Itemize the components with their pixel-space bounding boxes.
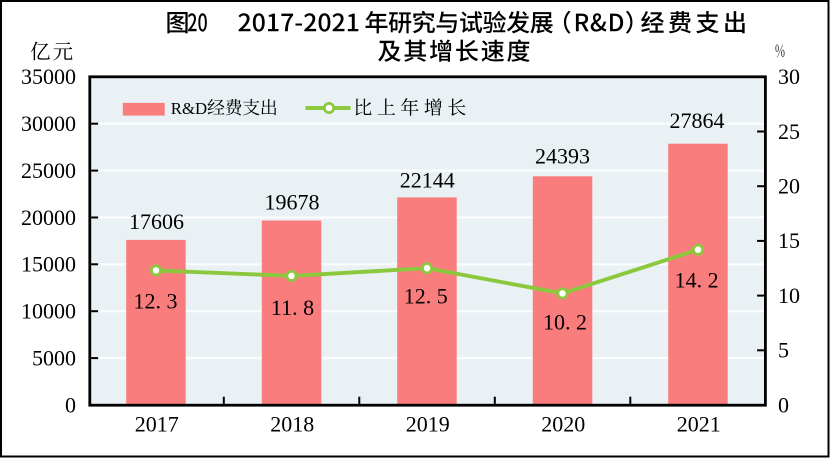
svg-text:15000: 15000 bbox=[21, 252, 76, 277]
svg-text:2017: 2017 bbox=[135, 412, 179, 437]
svg-text:25000: 25000 bbox=[21, 158, 76, 183]
svg-text:27864: 27864 bbox=[670, 108, 725, 133]
svg-text:35000: 35000 bbox=[21, 64, 76, 89]
svg-text:10: 10 bbox=[778, 283, 800, 308]
svg-text:5000: 5000 bbox=[32, 345, 76, 370]
svg-text:20000: 20000 bbox=[21, 205, 76, 230]
svg-text:10. 2: 10. 2 bbox=[543, 310, 587, 335]
svg-text:5: 5 bbox=[778, 338, 789, 363]
svg-text:30: 30 bbox=[778, 64, 800, 89]
svg-text:15: 15 bbox=[778, 228, 800, 253]
svg-text:12. 3: 12. 3 bbox=[134, 288, 178, 313]
svg-text:14. 2: 14. 2 bbox=[675, 267, 719, 292]
svg-text:30000: 30000 bbox=[21, 111, 76, 136]
svg-text:20: 20 bbox=[778, 174, 800, 199]
svg-text:17606: 17606 bbox=[129, 209, 184, 234]
svg-text:R&D: R&D bbox=[171, 99, 207, 118]
svg-text:12. 5: 12. 5 bbox=[404, 284, 448, 309]
svg-text:22144: 22144 bbox=[400, 168, 455, 193]
svg-text:11. 8: 11. 8 bbox=[271, 295, 314, 320]
svg-text:0: 0 bbox=[65, 392, 76, 417]
svg-text:24393: 24393 bbox=[535, 144, 590, 169]
svg-text:2020: 2020 bbox=[541, 412, 585, 437]
svg-text:2018: 2018 bbox=[270, 412, 314, 437]
svg-text:2021: 2021 bbox=[677, 412, 721, 437]
svg-text:2019: 2019 bbox=[406, 412, 450, 437]
svg-text:10000: 10000 bbox=[21, 299, 76, 324]
svg-text:19678: 19678 bbox=[265, 189, 320, 214]
svg-text:25: 25 bbox=[778, 119, 800, 144]
svg-text:0: 0 bbox=[778, 392, 789, 417]
